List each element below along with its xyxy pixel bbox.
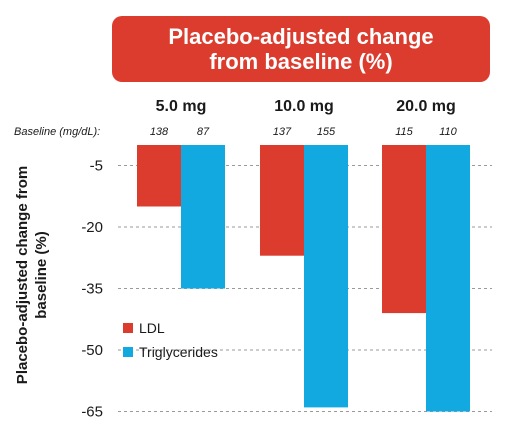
bar-triglycerides-1 bbox=[181, 145, 225, 289]
baseline-label: Baseline (mg/dL): bbox=[14, 126, 100, 138]
y-tick-label: -35 bbox=[81, 281, 103, 298]
bar-ldl-2 bbox=[260, 145, 304, 256]
bars bbox=[137, 145, 470, 412]
baseline-value: 138 bbox=[150, 126, 169, 138]
chart-title-banner: Placebo-adjusted change from baseline (%… bbox=[112, 16, 490, 82]
category-label: 5.0 mg bbox=[156, 98, 207, 115]
y-tick-label: -50 bbox=[81, 342, 103, 359]
y-tick-label: -20 bbox=[81, 219, 103, 236]
y-tick-label: -5 bbox=[90, 158, 103, 175]
baseline-value: 110 bbox=[439, 126, 457, 138]
legend-swatch-triglycerides bbox=[123, 347, 133, 357]
legend-label-ldl: LDL bbox=[139, 320, 165, 336]
chart-title-line-2: from baseline (%) bbox=[209, 49, 393, 74]
legend-label-triglycerides: Triglycerides bbox=[139, 344, 218, 360]
y-tick-label: -65 bbox=[81, 404, 103, 421]
baseline-value: 155 bbox=[317, 126, 336, 138]
y-axis-label-line-2: baseline (%) bbox=[33, 231, 50, 319]
labels: -5 -20 -35 -50 -65 138 87 5.0 mg 137 155 10.0 mg 11… bbox=[14, 98, 458, 421]
baseline-value: 137 bbox=[273, 126, 292, 138]
category-label: 10.0 mg bbox=[274, 98, 334, 115]
bar-ldl-3 bbox=[382, 145, 426, 314]
baseline-value: 87 bbox=[197, 126, 210, 138]
baseline-value: 115 bbox=[395, 126, 413, 138]
chart-title-line-1: Placebo-adjusted change bbox=[168, 24, 434, 49]
y-axis-label: Placebo-adjusted change from baseline (%) bbox=[14, 166, 50, 384]
legend-swatch-ldl bbox=[123, 323, 133, 333]
category-label: 20.0 mg bbox=[396, 98, 456, 115]
bar-ldl-1 bbox=[137, 145, 181, 207]
bar-triglycerides-3 bbox=[426, 145, 470, 412]
y-axis-label-line-1: Placebo-adjusted change from bbox=[14, 166, 31, 384]
bar-triglycerides-2 bbox=[304, 145, 348, 408]
legend: LDL Triglycerides bbox=[123, 320, 218, 360]
